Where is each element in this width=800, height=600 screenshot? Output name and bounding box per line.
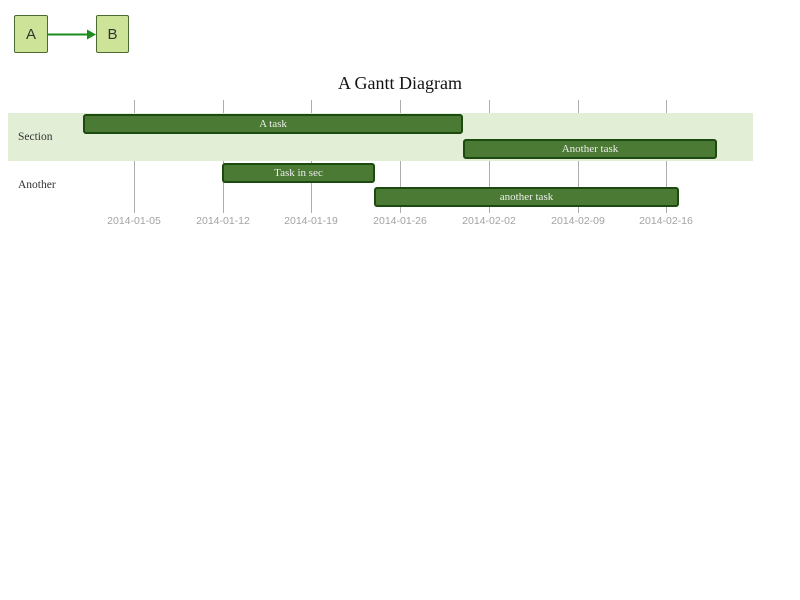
axis-tick-label: 2014-02-02	[462, 215, 516, 227]
task-bar-another-task: Another task	[463, 139, 717, 159]
task-label: Task in sec	[274, 167, 323, 179]
axis-tick-label: 2014-01-12	[196, 215, 250, 227]
node-a-label: A	[25, 25, 36, 43]
axis-tick-label: 2014-01-26	[373, 215, 427, 227]
axis-tick-label: 2014-02-09	[551, 215, 605, 227]
flowchart-node-a: A	[14, 15, 48, 53]
node-b-label: B	[107, 25, 118, 43]
task-label: A task	[259, 118, 287, 130]
task-bar-a-task: A task	[83, 114, 463, 134]
section-label-section: Section	[18, 131, 53, 143]
edge-arrow-icon	[48, 29, 96, 40]
section-label-another: Another	[18, 179, 56, 191]
axis-tick-label: 2014-02-16	[639, 215, 693, 227]
task-label: another task	[499, 191, 554, 203]
flowchart-node-b: B	[96, 15, 129, 53]
task-bar-another-task-2: another task	[374, 187, 679, 207]
axis-tick-label: 2014-01-05	[107, 215, 161, 227]
axis-tick-label: 2014-01-19	[284, 215, 338, 227]
gantt-title: A Gantt Diagram	[338, 73, 462, 93]
task-label: Another task	[561, 143, 619, 155]
task-bar-task-in-sec: Task in sec	[222, 163, 375, 183]
